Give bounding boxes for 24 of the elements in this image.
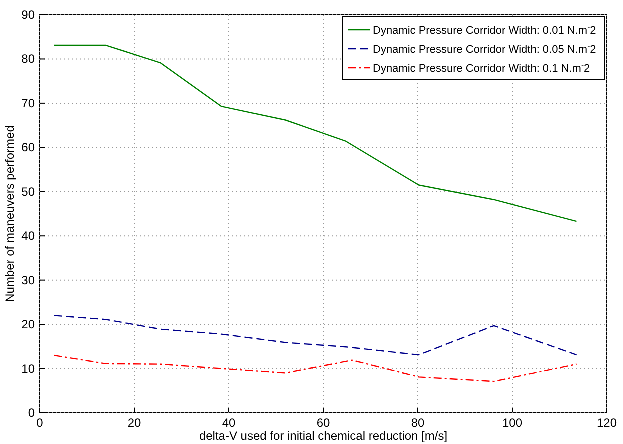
y-tick-label: 10	[22, 362, 36, 376]
legend-label: Dynamic Pressure Corridor Width: 0.01 N.m$^{-}$2	[373, 22, 596, 37]
x-axis-title: delta-V used for initial chemical reduction [m/s]	[199, 429, 448, 443]
x-tick-label: 120	[596, 416, 618, 430]
y-tick-label: 70	[22, 96, 36, 110]
x-tick-label: 20	[128, 416, 142, 430]
y-tick-label: 60	[22, 140, 36, 155]
x-tick-label: 40	[222, 416, 236, 430]
y-tick-label: 30	[22, 273, 36, 288]
x-tick-label: 80	[411, 416, 425, 430]
line-series	[54, 354, 578, 382]
x-tick-label: 0	[36, 416, 44, 430]
y-tick-label: 50	[22, 184, 36, 199]
y-tick-label: 20	[22, 318, 36, 332]
y-tick-label: 40	[22, 229, 36, 244]
legend-label: Dynamic Pressure Corridor Width: 0.05 N.m$^{-}$2	[373, 42, 596, 56]
legend-label: Dynamic Pressure Corridor Width: 0.1 N.m$^{-}$2	[373, 60, 590, 75]
x-tick-label: 60	[316, 416, 330, 430]
line-series	[54, 315, 578, 356]
y-tick-label: 80	[22, 52, 36, 66]
y-axis-title: Number of maneuvers performed	[3, 126, 17, 302]
x-tick-label: 100	[502, 416, 523, 430]
y-tick-label: 0	[28, 406, 36, 420]
y-tick-label: 90	[22, 8, 36, 22]
